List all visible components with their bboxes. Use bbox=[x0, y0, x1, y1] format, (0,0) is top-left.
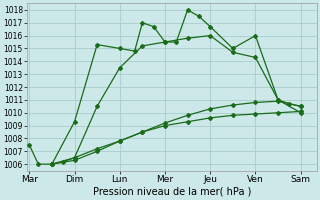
X-axis label: Pression niveau de la mer( hPa ): Pression niveau de la mer( hPa ) bbox=[92, 187, 251, 197]
